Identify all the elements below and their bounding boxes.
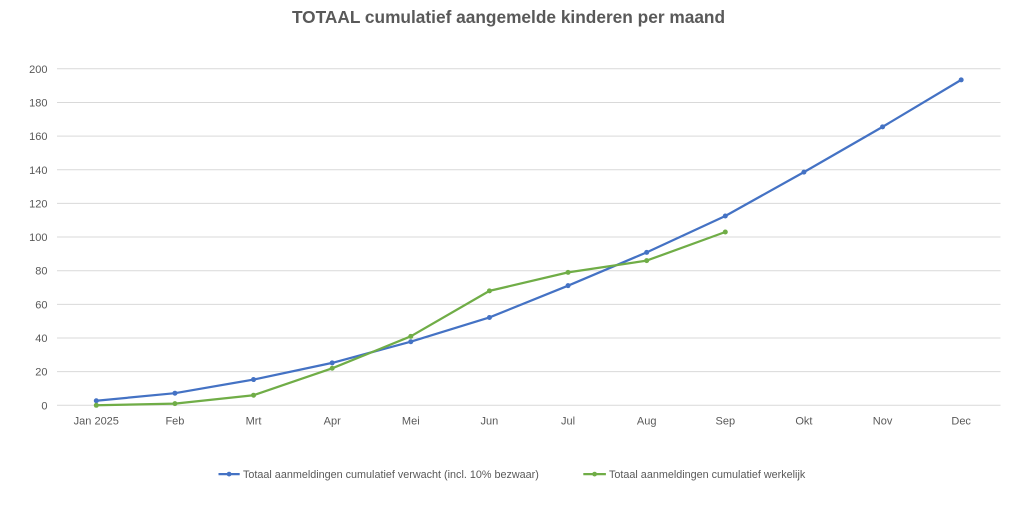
svg-text:TOTAAL cumulatief aangemelde k: TOTAAL cumulatief aangemelde kinderen pe…	[292, 7, 725, 27]
svg-text:Nov: Nov	[873, 416, 893, 428]
svg-text:200: 200	[29, 64, 47, 76]
svg-text:140: 140	[29, 165, 47, 177]
svg-text:Dec: Dec	[951, 416, 971, 428]
svg-text:Okt: Okt	[795, 416, 812, 428]
svg-text:Jun: Jun	[481, 416, 499, 428]
svg-text:0: 0	[41, 400, 47, 412]
svg-text:120: 120	[29, 198, 47, 210]
svg-text:40: 40	[35, 333, 47, 345]
svg-text:180: 180	[29, 97, 47, 109]
svg-text:Mei: Mei	[402, 416, 420, 428]
svg-text:Feb: Feb	[165, 416, 184, 428]
svg-text:80: 80	[35, 266, 47, 278]
svg-text:Sep: Sep	[716, 416, 736, 428]
svg-text:Totaal aanmeldingen cumulatief: Totaal aanmeldingen cumulatief werkelijk	[609, 469, 806, 481]
svg-text:Jul: Jul	[561, 416, 575, 428]
svg-text:100: 100	[29, 232, 47, 244]
svg-text:Aug: Aug	[637, 416, 657, 428]
svg-text:20: 20	[35, 367, 47, 379]
svg-text:60: 60	[35, 299, 47, 311]
svg-text:Mrt: Mrt	[246, 416, 262, 428]
svg-text:160: 160	[29, 131, 47, 143]
svg-text:Apr: Apr	[324, 416, 341, 428]
svg-text:Jan 2025: Jan 2025	[74, 416, 119, 428]
svg-text:Totaal aanmeldingen cumulatief: Totaal aanmeldingen cumulatief verwacht …	[243, 469, 539, 481]
